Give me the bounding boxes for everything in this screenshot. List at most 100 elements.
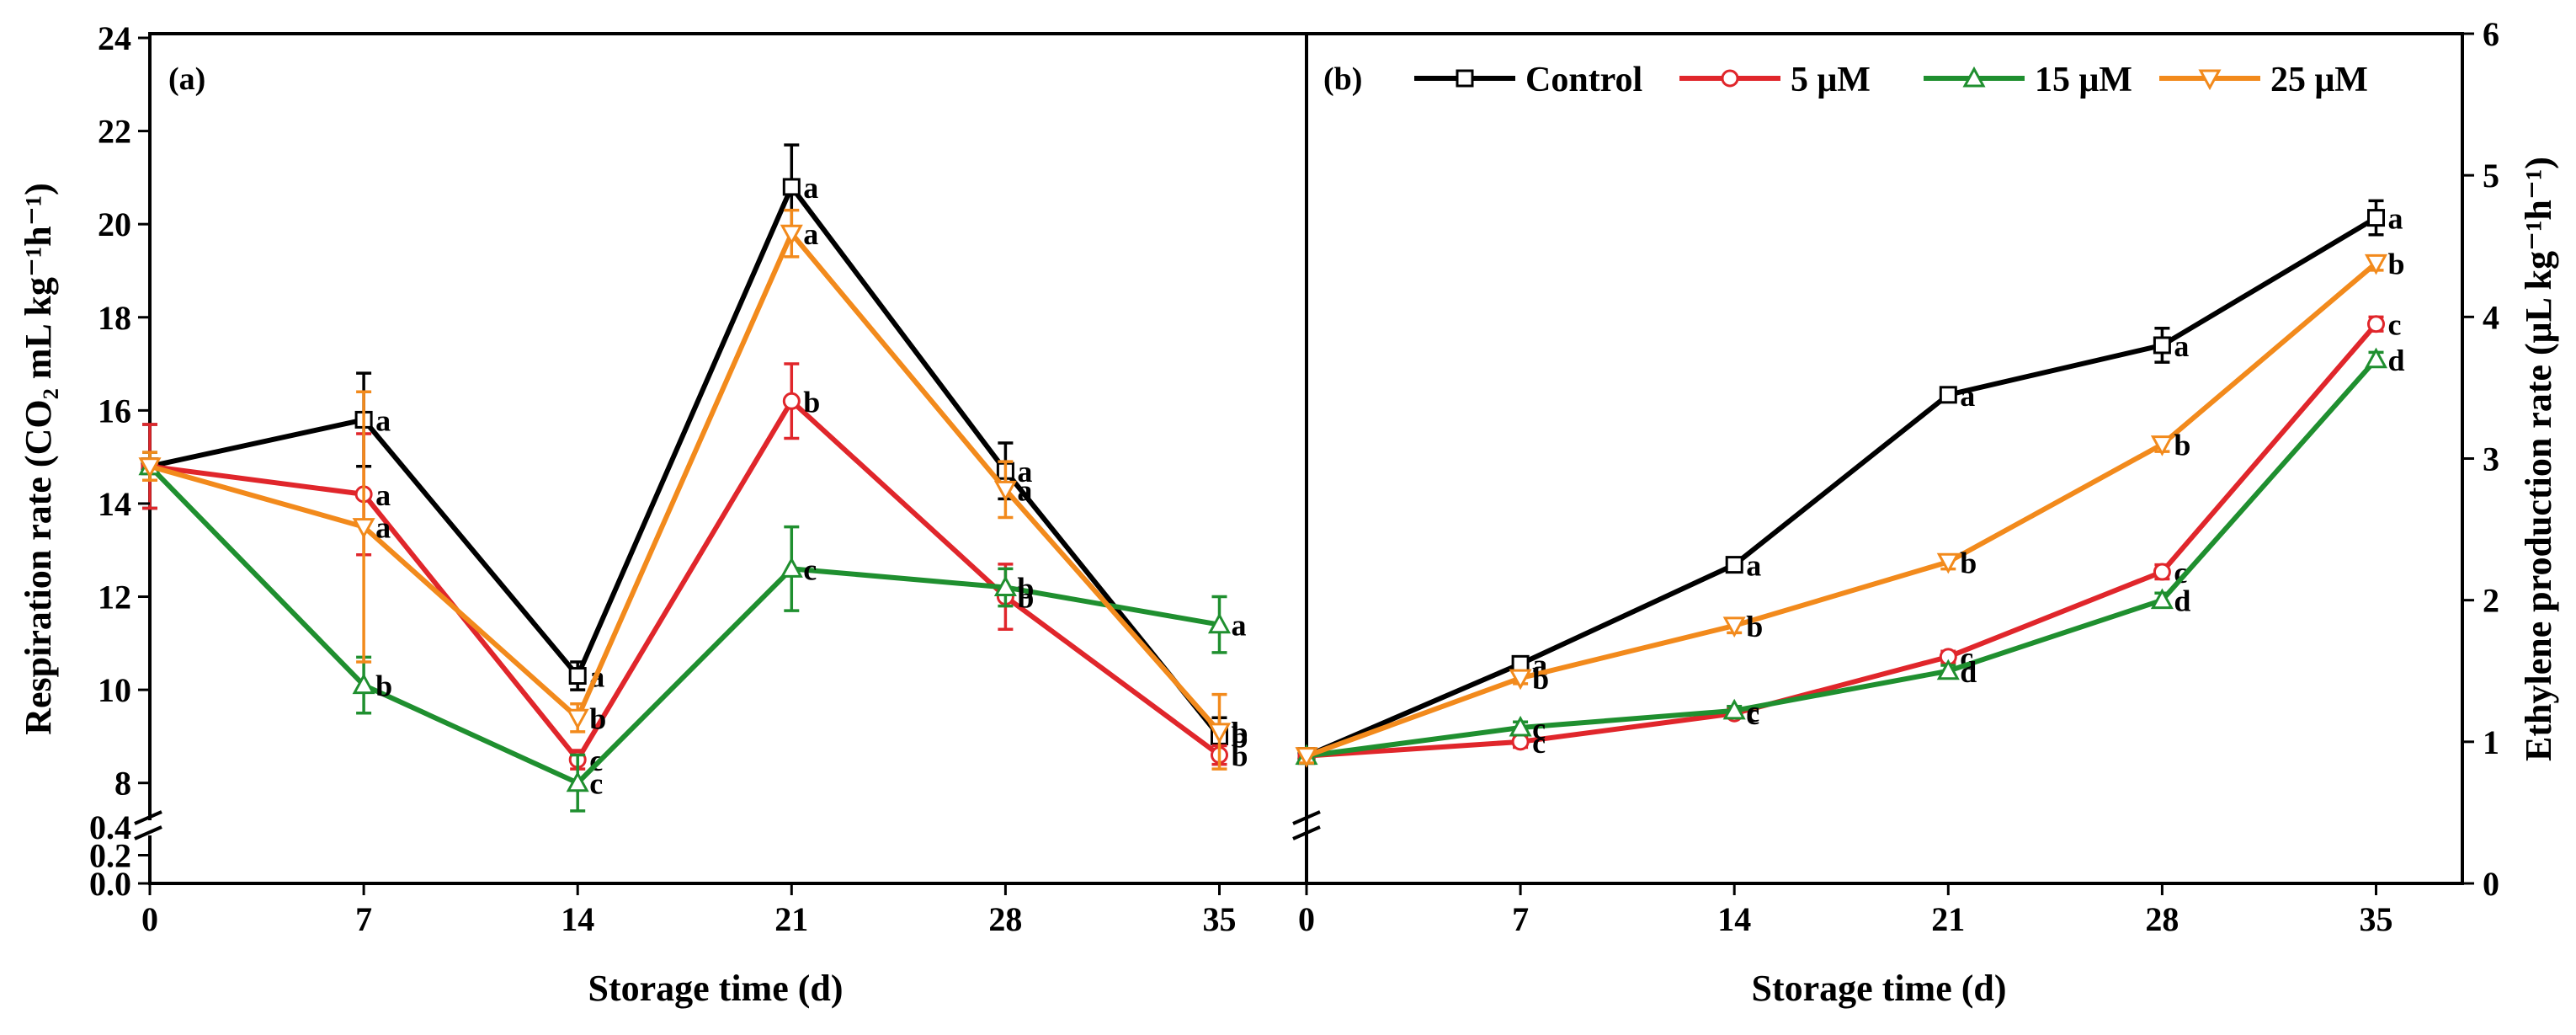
legend-label: 15 μM [2035,61,2132,99]
significance-letter: b [1746,610,1763,643]
legend-item-15-μm: 15 μM [1924,61,2132,99]
legend-label: 5 μM [1791,61,1871,99]
x-tick-label: 35 [1203,900,1237,938]
y-tick-label: 0.2 [89,837,131,875]
significance-letter: c [1532,712,1546,745]
y-axis-title: Respiration rate (CO₂ mL kg⁻¹h⁻¹) [18,183,59,735]
y-tick-label: 24 [98,19,131,57]
significance-letter: c [589,767,603,801]
significance-letter: c [1746,695,1759,728]
axis-break-mark [134,810,162,825]
data-point [1207,723,1232,744]
significance-letter: a [1746,549,1761,583]
series-line [149,184,1221,739]
significance-letter: d [1960,655,1977,689]
y-tick-label: 8 [114,765,131,803]
data-point [2150,588,2174,610]
x-tick-label: 21 [1931,900,1965,938]
y-tick-label: 2 [2483,582,2499,620]
series-line [149,231,1221,734]
y-tick-label: 10 [98,671,131,709]
y-tick-label: 5 [2483,157,2499,195]
legend-item-5-μm: 5 μM [1679,61,1871,99]
data-point [1722,698,1746,720]
series-line [1305,216,2378,759]
x-tick-label: 28 [988,900,1022,938]
significance-letter: b [1960,546,1977,579]
series-line [1306,357,2378,759]
data-point [1295,747,1318,768]
data-point [352,673,375,695]
significance-letter: a [1960,379,1975,413]
legend-label: 25 μM [2270,61,2368,99]
y-tick-label: 0 [2483,865,2499,903]
x-axis-title: Storage time (d) [588,968,843,1009]
axis-break-mark [134,825,162,840]
significance-letter: b [1532,662,1549,696]
series-line [1305,261,2378,759]
data-point [568,667,587,686]
legend-label: Control [1525,61,1642,99]
legend-item-25-μm: 25 μM [2159,61,2368,99]
x-tick-label: 14 [561,900,594,938]
significance-letter: b [375,670,392,703]
significance-letter: b [803,385,820,419]
data-point [138,457,162,478]
data-point [993,480,1017,502]
series-line [1306,322,2378,759]
significance-letter: a [803,171,818,205]
significance-letter: c [803,552,817,586]
x-axis-title: Storage time (d) [1751,968,2006,1009]
legend: Control 5 μM 15 μM 25 μM [1414,61,2368,99]
y-tick-label: 18 [98,299,131,337]
significance-letter: b [1232,720,1248,754]
significance-letter: a [1017,455,1032,488]
data-point [782,178,801,196]
y-tick-label: 22 [98,113,131,151]
x-tick-label: 0 [1298,900,1315,938]
significance-letter: b [1232,716,1248,750]
data-point [2367,315,2385,333]
data-point [780,557,803,578]
data-point [1511,733,1530,751]
x-tick-label: 7 [1512,900,1529,938]
legend-marker [1721,69,1739,88]
y-tick-label: 1 [2483,723,2499,761]
data-point [1722,616,1746,638]
y-tick-label: 20 [98,205,131,243]
data-point [2364,253,2388,275]
y-tick-label: 14 [98,485,131,523]
x-tick-label: 7 [355,900,372,938]
data-point [993,575,1017,596]
data-point [1939,386,1957,404]
panel-label: (b) [1323,61,1362,97]
data-point [566,708,589,730]
significance-letter: a [803,217,818,251]
significance-letter: c [2388,308,2402,342]
legend-marker [1962,66,1986,88]
panel-a-frame [148,32,1308,885]
significance-letter: b [1232,739,1248,773]
panel-a-respiration: aaaabacbbbbccbaabaab810121416182022240.0… [18,19,1308,1009]
significance-letter: b [1017,571,1034,605]
y-tick-label: 4 [2483,298,2499,336]
y-tick-label: 0.0 [89,865,131,903]
series-line [147,464,1221,786]
significance-letter: a [2388,202,2403,236]
y-axis-title: Ethylene production rate (μL kg⁻¹h⁻¹) [2518,157,2559,761]
data-point [1509,715,1532,737]
axis-break-mark [1292,825,1321,840]
y-tick-label: 3 [2483,440,2499,478]
data-point [1509,669,1532,691]
significance-letter: a [375,403,391,437]
y-tick-label: 0.4 [89,808,131,846]
data-point [2364,347,2388,369]
axis-break-gap [133,820,167,835]
data-point [1207,612,1232,634]
x-tick-label: 14 [1717,900,1751,938]
data-point [780,224,803,246]
significance-letter: b [2388,247,2405,280]
